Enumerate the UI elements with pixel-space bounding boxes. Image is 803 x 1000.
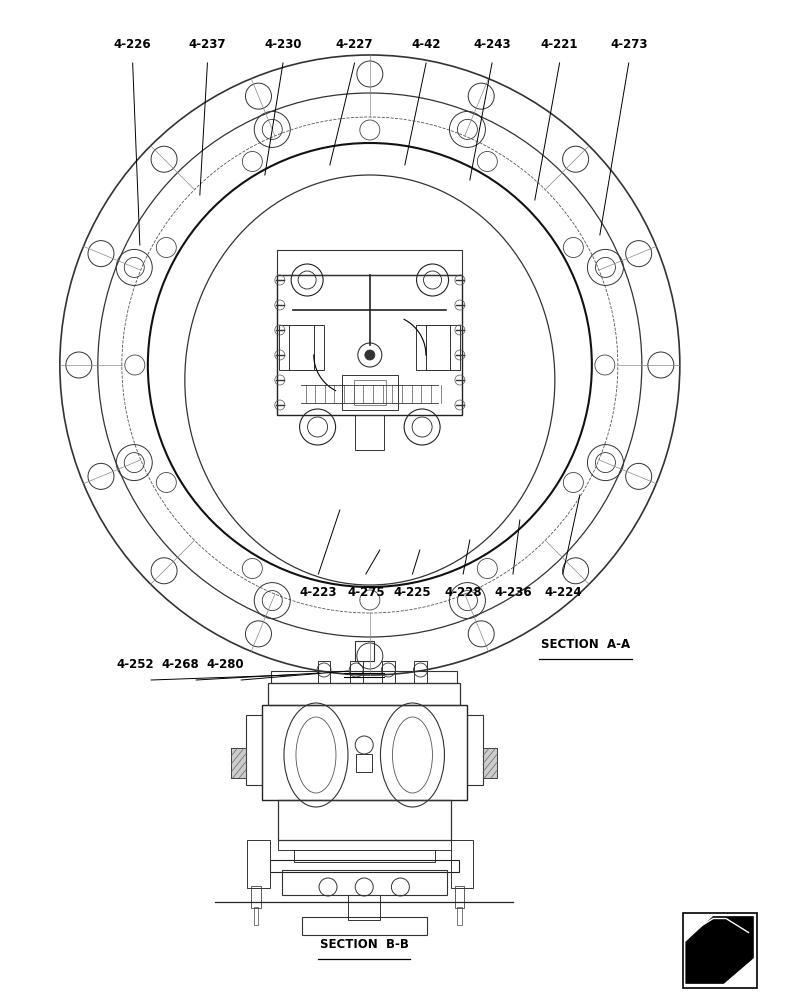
Bar: [482, 748, 496, 778]
Bar: [277, 275, 462, 415]
Bar: [254, 907, 259, 925]
Bar: [482, 748, 496, 778]
Bar: [454, 886, 464, 908]
Bar: [294, 850, 434, 862]
Text: SECTION  A-A: SECTION A-A: [540, 639, 629, 652]
Bar: [302, 917, 426, 935]
Bar: [456, 907, 461, 925]
Text: 4-224: 4-224: [544, 585, 581, 598]
Text: 4-252: 4-252: [116, 658, 153, 672]
Bar: [682, 912, 756, 988]
Bar: [270, 860, 458, 872]
Bar: [231, 748, 246, 778]
Text: 4-280: 4-280: [206, 658, 243, 672]
Ellipse shape: [365, 350, 374, 360]
Bar: [349, 661, 362, 683]
Text: 4-42: 4-42: [411, 38, 440, 51]
Bar: [354, 641, 373, 661]
Text: 4-237: 4-237: [189, 38, 226, 51]
Text: SECTION  B-B: SECTION B-B: [320, 938, 408, 952]
Bar: [268, 683, 459, 705]
Bar: [279, 325, 323, 370]
Polygon shape: [685, 916, 752, 984]
Text: 4-243: 4-243: [473, 38, 510, 51]
Text: 4-228: 4-228: [444, 585, 481, 598]
Bar: [247, 840, 270, 888]
Text: 4-225: 4-225: [393, 585, 430, 598]
Text: 4-268: 4-268: [161, 658, 198, 672]
Bar: [317, 661, 330, 683]
Text: 4-230: 4-230: [264, 38, 301, 51]
Bar: [466, 715, 482, 785]
Text: 4-223: 4-223: [300, 585, 336, 598]
Bar: [381, 661, 394, 683]
Bar: [262, 705, 466, 800]
Bar: [356, 754, 372, 772]
Bar: [355, 415, 384, 450]
Text: 4-273: 4-273: [609, 38, 646, 51]
Bar: [271, 671, 456, 683]
Bar: [278, 800, 450, 840]
Text: 4-275: 4-275: [347, 585, 384, 598]
Text: 4-227: 4-227: [336, 38, 373, 51]
Bar: [348, 895, 380, 920]
Bar: [414, 661, 426, 683]
Bar: [416, 325, 460, 370]
Text: 4-226: 4-226: [114, 38, 151, 51]
Bar: [251, 886, 260, 908]
Bar: [278, 840, 450, 850]
Bar: [277, 250, 462, 275]
Bar: [282, 870, 446, 895]
Text: 4-236: 4-236: [494, 585, 531, 598]
Bar: [353, 380, 385, 405]
Bar: [289, 325, 313, 370]
Text: 4-221: 4-221: [540, 38, 577, 51]
Bar: [341, 375, 397, 410]
Bar: [231, 748, 246, 778]
Bar: [450, 840, 472, 888]
Bar: [426, 325, 450, 370]
Bar: [246, 715, 262, 785]
